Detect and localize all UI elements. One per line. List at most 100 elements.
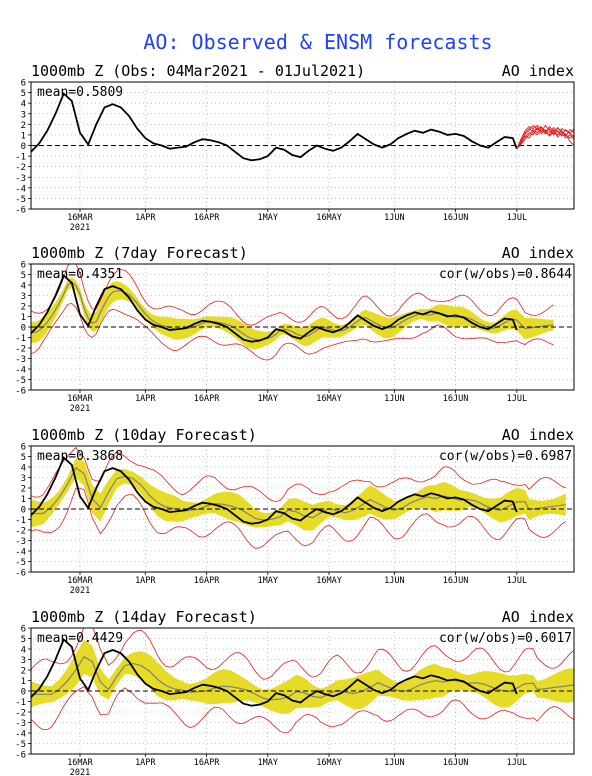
- panel-right-label: AO index: [502, 62, 574, 80]
- y-tick-label: 2: [21, 121, 26, 131]
- x-tick-label: 16MAR: [67, 213, 93, 223]
- y-tick-label: 1: [21, 677, 26, 687]
- x-tick-label: 1JUL: [507, 213, 527, 223]
- y-tick-label: 6: [21, 79, 26, 89]
- obs-line: [31, 456, 518, 525]
- y-tick-label: 0: [21, 142, 26, 152]
- y-tick-label: 5: [21, 635, 26, 645]
- x-tick-label: 16MAY: [316, 213, 342, 223]
- ensemble-band: [31, 639, 574, 714]
- y-tick-label: 1: [21, 131, 26, 141]
- x-tick-label: 16MAY: [316, 576, 342, 586]
- ensemble-mean-line: [31, 467, 566, 521]
- x-tick-label: 16APR: [194, 213, 220, 223]
- x-tick-label: 1APR: [135, 758, 156, 768]
- panel-right-label: AO index: [502, 426, 574, 444]
- obs-line: [31, 92, 518, 162]
- spread-lower: [31, 302, 554, 361]
- spread-upper: [31, 446, 566, 502]
- y-tick-label: 3: [21, 656, 26, 666]
- y-tick-label: 6: [21, 625, 26, 635]
- y-tick-label: -3: [15, 719, 26, 729]
- y-tick-label: 6: [21, 443, 26, 453]
- y-tick-label: 5: [21, 453, 26, 463]
- y-tick-label: -2: [15, 709, 26, 719]
- y-tick-label: -5: [15, 376, 26, 386]
- x-tick-label: 16MAR: [67, 394, 93, 404]
- x-tick-label: 16APR: [194, 758, 220, 768]
- y-tick-label: 3: [21, 292, 26, 302]
- y-tick-label: 2: [21, 303, 26, 313]
- y-tick-label: -1: [15, 698, 26, 708]
- y-tick-label: -6: [15, 569, 26, 579]
- forecast-member-1: [516, 124, 574, 149]
- y-tick-label: -2: [15, 163, 26, 173]
- grid: [31, 446, 574, 572]
- figure-title: AO: Observed & ENSM forecasts: [143, 30, 492, 54]
- y-tick-label: 6: [21, 261, 26, 271]
- y-tick-label: 1: [21, 495, 26, 505]
- panel-3: 1000mb Z (14day Forecast) AO index 6543210…: [15, 608, 575, 776]
- x-tick-label: 16JUN: [443, 576, 469, 586]
- x-tick-label: 1APR: [135, 213, 156, 223]
- x-tick-label: 1JUN: [384, 576, 404, 586]
- y-tick-label: -5: [15, 740, 26, 750]
- mean-label: mean=0.5809: [37, 85, 123, 100]
- y-tick-label: 0: [21, 506, 26, 516]
- y-tick-label: 0: [21, 324, 26, 334]
- y-tick-label: 2: [21, 667, 26, 677]
- obs-line: [31, 637, 518, 707]
- x-tick-label: 1JUL: [507, 758, 527, 768]
- mean-label: mean=0.4351: [37, 267, 123, 282]
- x-tick-label: 1APR: [135, 576, 156, 586]
- x-tick-label: 16JUN: [443, 758, 469, 768]
- spread-lower: [31, 487, 567, 549]
- x-tick-label: 1MAY: [258, 213, 278, 223]
- y-tick-label: 5: [21, 271, 26, 281]
- x-tick-label: 1JUL: [507, 394, 527, 404]
- panel-right-label: AO index: [502, 608, 574, 626]
- x-tick-label: 1MAY: [258, 758, 278, 768]
- panel-title: 1000mb Z (10day Forecast): [31, 426, 257, 444]
- panel-2: 1000mb Z (10day Forecast) AO index 6543210…: [15, 426, 575, 596]
- y-tick-label: -6: [15, 387, 26, 397]
- year-label: 2021: [70, 223, 90, 233]
- x-tick-label: 1JUL: [507, 576, 527, 586]
- y-tick-label: 0: [21, 688, 26, 698]
- obs-line: [31, 274, 518, 343]
- y-tick-label: -6: [15, 751, 26, 761]
- mean-label: mean=0.3868: [37, 449, 123, 464]
- x-tick-label: 1JUN: [384, 213, 404, 223]
- x-tick-label: 1APR: [135, 394, 156, 404]
- y-tick-label: -4: [15, 366, 26, 376]
- x-tick-label: 1JUN: [384, 394, 404, 404]
- forecast-member-3: [516, 125, 574, 149]
- x-tick-label: 1MAY: [258, 394, 278, 404]
- y-tick-label: -2: [15, 527, 26, 537]
- plot-area: [31, 92, 574, 162]
- x-tick-label: 16APR: [194, 394, 220, 404]
- plot-area: [31, 628, 574, 734]
- y-tick-label: 3: [21, 474, 26, 484]
- plot-area: [31, 264, 554, 361]
- year-label: 2021: [70, 768, 90, 776]
- y-tick-label: -4: [15, 548, 26, 558]
- spread-lower: [31, 686, 574, 734]
- panel-title: 1000mb Z (7day Forecast): [31, 244, 248, 262]
- forecast-member-2: [516, 124, 574, 149]
- ensemble-mean-line: [31, 655, 574, 701]
- y-tick-label: 2: [21, 485, 26, 495]
- ensemble-band: [31, 458, 566, 531]
- year-label: 2021: [70, 404, 90, 414]
- x-tick-label: 16JUN: [443, 394, 469, 404]
- y-tick-label: -3: [15, 355, 26, 365]
- spread-upper: [31, 628, 574, 680]
- forecast-member-5: [516, 126, 574, 150]
- y-tick-label: 4: [21, 646, 26, 656]
- y-tick-label: -5: [15, 195, 26, 205]
- panel-title: 1000mb Z (Obs: 04Mar2021 - 01Jul2021): [31, 62, 365, 80]
- x-tick-label: 16MAR: [67, 758, 93, 768]
- x-tick-label: 16MAY: [316, 394, 342, 404]
- year-label: 2021: [70, 586, 90, 596]
